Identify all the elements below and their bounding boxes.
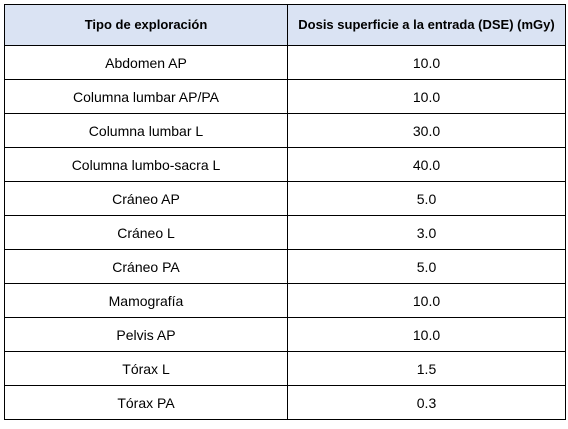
table-row: Pelvis AP 10.0	[4, 317, 566, 352]
exam-type-cell: Cráneo L	[4, 215, 288, 250]
exam-type-cell: Tórax PA	[4, 385, 288, 420]
table-row: Mamografía 10.0	[4, 283, 566, 318]
exam-type-cell: Abdomen AP	[4, 45, 288, 80]
exam-type-cell: Tórax L	[4, 351, 288, 386]
header-exam-type: Tipo de exploración	[4, 4, 288, 46]
table-row: Columna lumbar L 30.0	[4, 113, 566, 148]
exam-type-cell: Cráneo AP	[4, 181, 288, 216]
table-row: Cráneo L 3.0	[4, 215, 566, 250]
exam-type-cell: Columna lumbar AP/PA	[4, 79, 288, 114]
dose-cell: 10.0	[287, 317, 566, 352]
dose-cell: 5.0	[287, 249, 566, 284]
dose-cell: 0.3	[287, 385, 566, 420]
table-row: Abdomen AP 10.0	[4, 45, 566, 80]
dose-cell: 3.0	[287, 215, 566, 250]
dose-cell: 10.0	[287, 79, 566, 114]
dose-cell: 5.0	[287, 181, 566, 216]
table-row: Tórax PA 0.3	[4, 385, 566, 420]
exam-type-cell: Cráneo PA	[4, 249, 288, 284]
exam-type-cell: Pelvis AP	[4, 317, 288, 352]
table-row: Columna lumbo-sacra L 40.0	[4, 147, 566, 182]
exam-type-cell: Mamografía	[4, 283, 288, 318]
table-row: Cráneo AP 5.0	[4, 181, 566, 216]
table-row: Cráneo PA 5.0	[4, 249, 566, 284]
dose-cell: 10.0	[287, 45, 566, 80]
dose-cell: 30.0	[287, 113, 566, 148]
exam-type-cell: Columna lumbo-sacra L	[4, 147, 288, 182]
table-header-row: Tipo de exploración Dosis superficie a l…	[4, 4, 566, 46]
dose-cell: 1.5	[287, 351, 566, 386]
dose-cell: 10.0	[287, 283, 566, 318]
table-row: Columna lumbar AP/PA 10.0	[4, 79, 566, 114]
dose-table: Tipo de exploración Dosis superficie a l…	[4, 4, 566, 420]
exam-type-cell: Columna lumbar L	[4, 113, 288, 148]
dose-cell: 40.0	[287, 147, 566, 182]
header-dose: Dosis superficie a la entrada (DSE) (mGy…	[287, 4, 566, 46]
dose-table-container: Tipo de exploración Dosis superficie a l…	[4, 4, 566, 420]
table-row: Tórax L 1.5	[4, 351, 566, 386]
